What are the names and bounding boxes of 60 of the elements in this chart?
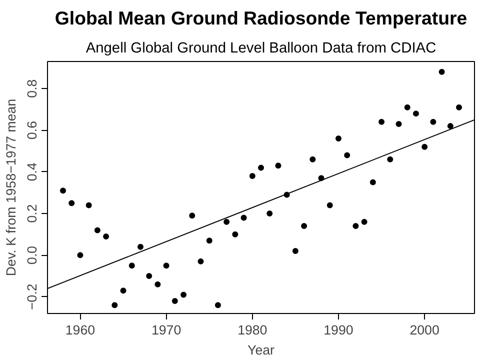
point (412, 110, 419, 117)
point (86, 202, 92, 208)
point (352, 223, 359, 230)
point (103, 233, 110, 240)
point (430, 118, 436, 125)
point (266, 210, 273, 217)
point (361, 218, 368, 225)
point (240, 214, 247, 221)
y-tick-label: 0.6 (24, 120, 40, 140)
point (206, 238, 212, 244)
point (189, 212, 196, 219)
point (422, 144, 428, 150)
y-tick-label: 0.8 (24, 79, 40, 98)
point (154, 281, 161, 288)
point (258, 164, 264, 171)
point (438, 68, 445, 75)
chart-title: Global Mean Ground Radiosonde Temperature (54, 8, 468, 28)
y-tick-label: −0.2 (24, 284, 40, 310)
point (387, 156, 394, 162)
point (146, 273, 152, 280)
point (224, 218, 230, 225)
point (180, 292, 187, 298)
point (172, 298, 178, 304)
point (94, 227, 100, 234)
point (370, 179, 376, 186)
point (456, 104, 462, 110)
point (198, 258, 204, 264)
point (447, 123, 454, 130)
point (249, 173, 256, 180)
point (112, 302, 118, 308)
point (232, 231, 238, 238)
x-axis-title: Year (248, 342, 276, 358)
y-tick-label: 0.0 (24, 246, 40, 264)
point (326, 202, 333, 208)
point (396, 120, 402, 127)
point (214, 302, 221, 308)
point (163, 262, 170, 269)
point (120, 288, 126, 294)
point (310, 156, 316, 162)
point (344, 152, 350, 158)
x-tick-label: 1970 (151, 322, 182, 338)
point (137, 244, 144, 250)
point (301, 223, 308, 230)
point (60, 188, 66, 194)
point (77, 252, 84, 258)
x-tick-label: 1980 (238, 322, 268, 338)
point (404, 104, 410, 110)
y-tick-label: 0.2 (24, 204, 40, 223)
chart-subtitle: Angell Global Ground Level Balloon Data from CDIAC (86, 40, 437, 56)
x-tick-label: 1990 (324, 322, 354, 338)
point (275, 162, 282, 169)
point (292, 248, 298, 254)
point (378, 118, 385, 125)
point (335, 136, 342, 142)
point (128, 262, 135, 269)
x-tick-label: 1960 (65, 322, 96, 338)
point (68, 200, 75, 206)
y-axis-title: Dev. K from 1958−1977 mean (4, 98, 18, 276)
x-tick-label: 2000 (410, 322, 440, 338)
y-tick-label: 0.4 (24, 162, 40, 182)
